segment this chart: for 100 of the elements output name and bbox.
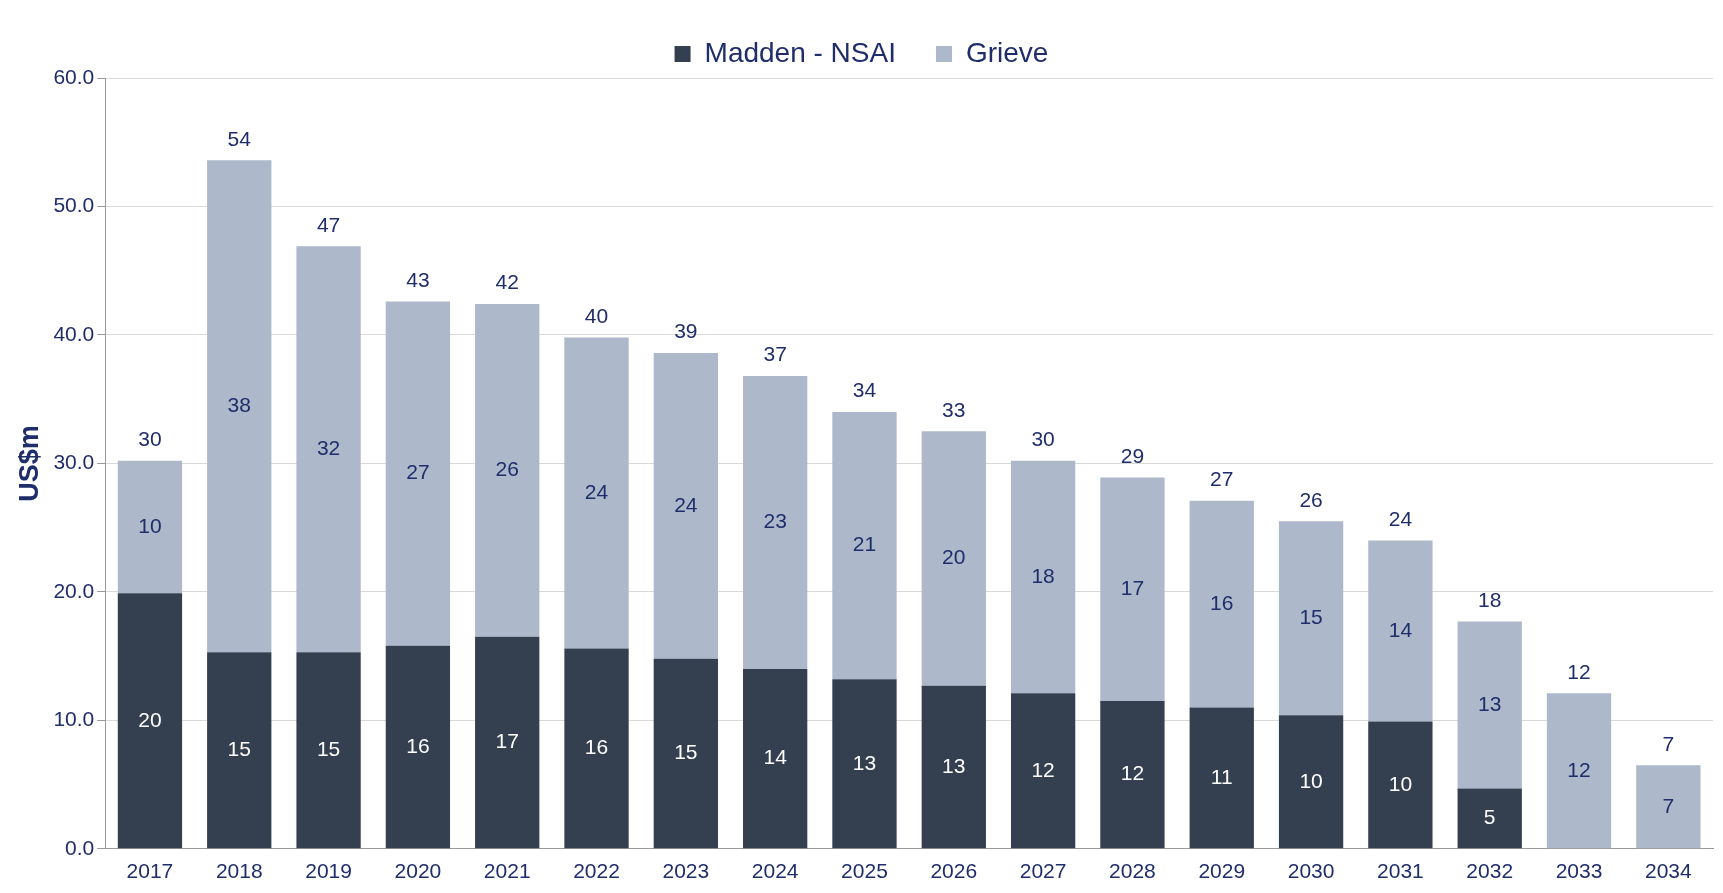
x-tick-label: 2024 — [751, 859, 799, 883]
data-label: 14 — [763, 745, 788, 769]
data-label: 27 — [406, 460, 430, 484]
data-label: 16 — [1210, 590, 1234, 614]
data-label: 15 — [1299, 605, 1323, 628]
y-tick-label: 30.0 — [53, 450, 95, 474]
data-label: 16 — [584, 735, 609, 759]
bar — [475, 636, 540, 849]
total-label: 47 — [316, 212, 341, 236]
data-label: 13 — [852, 750, 877, 774]
data-label: 12 — [1567, 757, 1591, 781]
total-label: 54 — [227, 126, 252, 150]
bar — [1100, 477, 1165, 702]
bar — [296, 246, 361, 653]
data-label: 12 — [1120, 761, 1145, 785]
bar — [832, 412, 897, 680]
data-label: 15 — [674, 740, 698, 764]
bar — [1278, 521, 1344, 716]
x-tick-label: 2017 — [126, 859, 174, 883]
legend-label: Grieve — [965, 36, 1049, 68]
bar — [1010, 460, 1076, 694]
bar — [117, 460, 183, 594]
bar — [564, 648, 629, 849]
bar — [1636, 765, 1701, 849]
x-tick-label: 2027 — [1019, 859, 1067, 883]
total-label: 24 — [1388, 506, 1413, 530]
bar — [1457, 788, 1522, 849]
data-label: 15 — [316, 737, 341, 761]
total-label: 40 — [584, 303, 609, 327]
total-label: 26 — [1299, 487, 1323, 511]
x-tick-label: 2020 — [394, 859, 442, 883]
bar — [1189, 500, 1254, 708]
data-label: 20 — [138, 707, 162, 731]
data-label: 11 — [1210, 764, 1233, 788]
data-label: 10 — [138, 513, 162, 537]
data-label: 5 — [1483, 805, 1496, 829]
total-label: 42 — [495, 270, 519, 294]
y-tick-label: 0.0 — [65, 835, 95, 859]
data-label: 38 — [227, 393, 251, 417]
data-label: 24 — [584, 479, 609, 503]
data-label: 21 — [852, 532, 877, 556]
bar — [1189, 707, 1254, 849]
bar — [743, 668, 808, 849]
data-label: 13 — [942, 753, 966, 777]
total-label: 43 — [406, 267, 430, 291]
bar — [1546, 693, 1612, 849]
data-label: 24 — [674, 492, 698, 516]
legend-label: Madden - NSAI — [704, 36, 896, 68]
total-label: 27 — [1210, 466, 1234, 490]
bar — [832, 679, 897, 849]
bar — [653, 658, 718, 849]
x-tick-label: 2022 — [573, 859, 620, 883]
bar — [1368, 540, 1433, 722]
total-label: 7 — [1662, 731, 1675, 755]
bar — [1100, 701, 1165, 849]
data-label: 26 — [495, 457, 519, 481]
x-tick-label: 2033 — [1555, 859, 1603, 883]
data-label: 12 — [1031, 757, 1055, 781]
data-label: 7 — [1662, 793, 1675, 817]
total-label: 39 — [674, 319, 698, 343]
x-tick-label: 2023 — [662, 859, 710, 883]
data-label: 23 — [763, 509, 787, 533]
bar — [207, 652, 272, 849]
x-tick-label: 2029 — [1198, 859, 1246, 883]
bar — [1010, 693, 1076, 849]
bar — [475, 304, 540, 637]
total-label: 18 — [1478, 587, 1502, 611]
bar — [743, 376, 808, 669]
total-label: 29 — [1120, 443, 1145, 467]
bar — [117, 593, 183, 849]
data-label: 17 — [495, 729, 519, 753]
y-tick-label: 50.0 — [53, 193, 95, 217]
bar — [385, 301, 451, 646]
bar — [1368, 721, 1433, 849]
x-tick-label: 2021 — [483, 859, 531, 883]
bar — [921, 685, 986, 849]
x-tick-label: 2018 — [215, 859, 263, 883]
data-label: 17 — [1120, 576, 1145, 600]
y-tick-label: 10.0 — [53, 707, 95, 731]
bar — [385, 645, 451, 849]
total-label: 33 — [942, 397, 966, 421]
bar — [207, 160, 272, 653]
bar — [653, 352, 718, 659]
x-tick-label: 2031 — [1377, 859, 1424, 883]
data-label: 20 — [942, 545, 966, 569]
x-tick-label: 2025 — [841, 859, 888, 883]
bar — [1278, 715, 1344, 849]
y-axis-title: US$m — [13, 425, 44, 502]
data-label: 15 — [227, 737, 251, 761]
bar — [1457, 621, 1522, 789]
bar — [296, 652, 361, 849]
bar — [921, 431, 986, 686]
data-label: 16 — [406, 733, 430, 757]
bar — [564, 337, 629, 649]
data-label: 10 — [1299, 768, 1323, 792]
y-tick-label: 60.0 — [53, 64, 95, 88]
x-tick-label: 2026 — [930, 859, 978, 883]
data-label: 13 — [1478, 691, 1502, 715]
x-tick-label: 2034 — [1644, 859, 1693, 883]
x-tick-label: 2019 — [305, 859, 352, 883]
